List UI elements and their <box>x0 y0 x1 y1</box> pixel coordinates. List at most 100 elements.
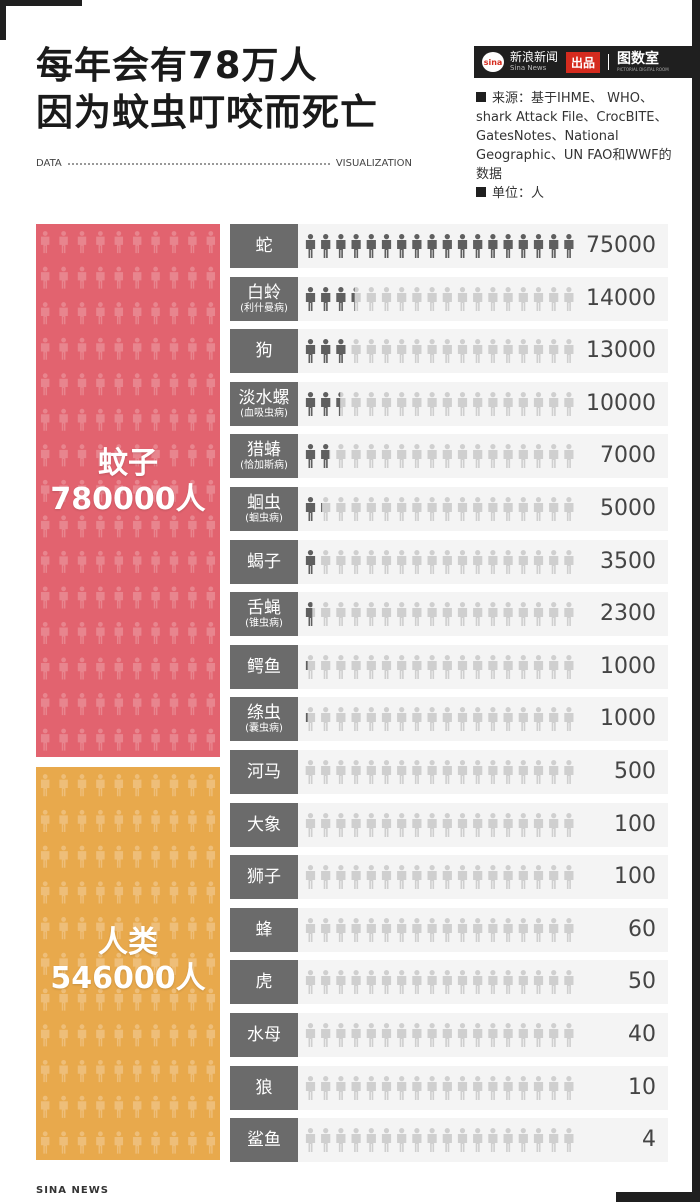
person-icon <box>40 550 50 573</box>
person-icon <box>427 444 437 469</box>
person-icon <box>132 988 142 1011</box>
row-value: 100 <box>614 811 656 837</box>
person-icon <box>488 865 498 890</box>
person-icon <box>96 809 105 833</box>
person-icon <box>132 479 142 502</box>
person-icon <box>442 970 452 995</box>
person-icon <box>488 339 498 364</box>
person-icon <box>457 602 468 627</box>
person-icon <box>169 550 179 573</box>
person-icon <box>336 234 346 258</box>
person-icon <box>503 444 513 469</box>
person-icon <box>321 234 331 258</box>
person-icon <box>40 1024 50 1047</box>
person-icon <box>151 657 160 680</box>
person-icon <box>169 728 179 751</box>
person-icon <box>457 286 468 311</box>
person-icon <box>518 391 528 416</box>
person-icon <box>169 809 179 833</box>
person-icon <box>412 654 422 679</box>
person-icon <box>473 865 483 890</box>
person-icon <box>533 497 544 521</box>
person-icon <box>503 286 513 311</box>
person-icon <box>114 1024 124 1047</box>
person-icon <box>564 970 574 995</box>
person-icon <box>151 408 160 431</box>
person-icon <box>503 1128 513 1153</box>
person-icon <box>397 497 407 521</box>
person-icon <box>169 774 179 797</box>
mosquito-block: 蚊子 780000人 <box>36 224 220 757</box>
empty-person-icons <box>305 286 574 311</box>
person-icon <box>132 774 142 797</box>
person-icon <box>397 549 407 574</box>
person-icon <box>336 812 346 837</box>
person-icon <box>77 550 87 573</box>
person-icon <box>381 1128 392 1153</box>
person-icon <box>503 760 513 784</box>
filled-person-icons <box>305 713 308 723</box>
row-sub: (囊虫病) <box>245 723 283 735</box>
person-icon <box>96 1059 105 1083</box>
person-icon <box>151 586 160 609</box>
person-icon <box>188 809 197 833</box>
person-icon <box>206 337 216 360</box>
person-icon <box>188 1131 197 1154</box>
person-icon <box>40 1131 50 1154</box>
person-icon <box>114 1131 124 1154</box>
person-icon <box>132 1059 142 1083</box>
person-icon <box>206 1131 216 1154</box>
person-icon <box>427 917 437 942</box>
person-icon <box>305 391 316 416</box>
person-icon <box>518 812 528 837</box>
person-icon <box>40 809 50 833</box>
person-icon <box>412 234 422 258</box>
person-icon <box>321 865 331 890</box>
person-icon <box>564 1128 574 1153</box>
person-icon <box>366 234 376 258</box>
person-icon <box>412 760 422 784</box>
person-icon <box>132 952 142 975</box>
person-icon <box>169 657 179 680</box>
person-icon <box>169 373 179 396</box>
person-icon <box>305 917 316 942</box>
person-icon <box>188 988 197 1011</box>
empty-person-icons <box>305 865 574 890</box>
person-icon <box>77 1095 87 1118</box>
person-icon <box>381 760 392 784</box>
person-icon <box>321 654 331 679</box>
person-icon <box>457 654 468 679</box>
person-icon <box>412 444 422 469</box>
brand-separator <box>608 54 610 70</box>
person-icon <box>533 654 544 679</box>
person-icon <box>132 881 142 904</box>
lab-sub: PICTORIAL DIGITAL ROOM <box>617 66 669 72</box>
bar-row: 河马 500 <box>230 750 668 794</box>
person-icon <box>336 865 346 890</box>
person-icon <box>518 917 528 942</box>
person-icon <box>427 707 437 732</box>
person-icon <box>351 812 361 837</box>
person-icon <box>206 586 216 609</box>
bar-row: 鲨鱼 4 <box>230 1118 668 1163</box>
person-icon <box>59 515 68 538</box>
person-icon <box>381 602 392 627</box>
person-icon <box>549 602 559 627</box>
person-icon <box>305 286 316 311</box>
person-icon <box>366 549 376 574</box>
person-icon <box>40 266 50 289</box>
person-icon <box>412 339 422 364</box>
person-icon <box>132 693 142 716</box>
lab-logo: 图数室 <box>617 50 660 67</box>
person-icon <box>77 337 87 360</box>
person-icon <box>412 549 422 574</box>
person-icon <box>427 391 437 416</box>
person-icon <box>533 549 544 574</box>
person-icon <box>427 812 437 837</box>
person-icon <box>132 231 142 254</box>
person-icon <box>59 373 68 396</box>
person-icon <box>336 917 346 942</box>
person-icon <box>473 760 483 784</box>
person-icon <box>427 339 437 364</box>
row-name: 蜂 <box>255 919 273 940</box>
